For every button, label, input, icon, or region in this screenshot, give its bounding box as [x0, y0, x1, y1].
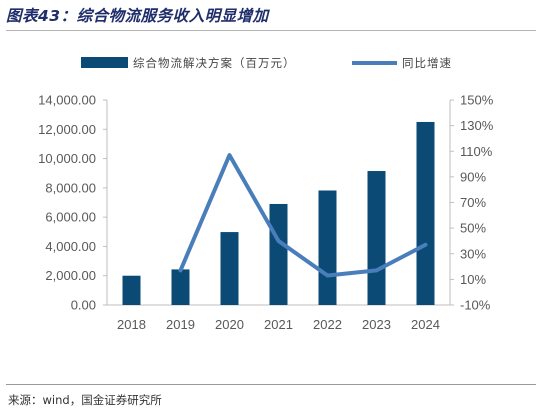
- bar-2024: [416, 121, 435, 305]
- y-left-tick-label: 6,000.00: [45, 210, 96, 225]
- x-tick-label: 2020: [215, 317, 244, 332]
- x-tick-label: 2022: [313, 317, 342, 332]
- legend-line-label: 同比增速: [402, 56, 452, 70]
- source-note: 来源：wind，国金证券研究所: [8, 393, 162, 407]
- y-left-tick-label: 10,000.00: [38, 151, 96, 166]
- bar-2021: [269, 203, 288, 305]
- bar-2018: [122, 275, 141, 305]
- title-divider: [6, 30, 536, 31]
- y-right-tick-label: 110%: [460, 144, 493, 159]
- growth-point-2019: [180, 269, 181, 271]
- growth-point-2022: [327, 275, 328, 277]
- bar-2019: [171, 269, 190, 305]
- x-tick-label: 2019: [166, 317, 195, 332]
- y-right-tick-label: 150%: [460, 93, 494, 108]
- bar-2022: [318, 190, 337, 305]
- growth-rate-line: [178, 153, 428, 278]
- y-left-tick-label: 2,000.00: [45, 268, 96, 283]
- legend-bar-swatch: [81, 57, 128, 68]
- y-right-tick-label: 50%: [460, 221, 486, 236]
- growth-point-2020: [229, 154, 230, 156]
- y-left-tick-label: 0.00: [71, 298, 96, 313]
- bar-2023: [367, 171, 386, 305]
- y-right-tick-label: -10%: [460, 298, 491, 313]
- y-right-tick-label: 130%: [460, 118, 494, 133]
- y-left-tick-label: 14,000.00: [38, 93, 96, 108]
- y-right-tick-label: 10%: [460, 272, 486, 287]
- y-left-tick-label: 4,000.00: [45, 239, 96, 254]
- chart-title: 图表43：综合物流服务收入明显增加: [6, 7, 269, 25]
- bar-2020: [220, 232, 239, 305]
- y-right-tick-label: 70%: [460, 195, 486, 210]
- growth-point-2021: [278, 240, 279, 242]
- y-left-tick-label: 12,000.00: [38, 122, 96, 137]
- x-tick-label: 2023: [362, 317, 391, 332]
- x-tick-label: 2021: [264, 317, 293, 332]
- growth-point-2023: [376, 269, 377, 271]
- legend-bar-label: 综合物流解决方案（百万元）: [133, 56, 296, 70]
- x-tick-label: 2018: [117, 317, 146, 332]
- x-tick-label: 2024: [411, 317, 440, 332]
- y-right-tick-label: 90%: [460, 169, 486, 184]
- growth-point-2024: [425, 244, 426, 246]
- y-left-tick-label: 8,000.00: [45, 180, 96, 195]
- y-right-tick-label: 30%: [460, 246, 486, 261]
- footer-divider: [6, 384, 536, 385]
